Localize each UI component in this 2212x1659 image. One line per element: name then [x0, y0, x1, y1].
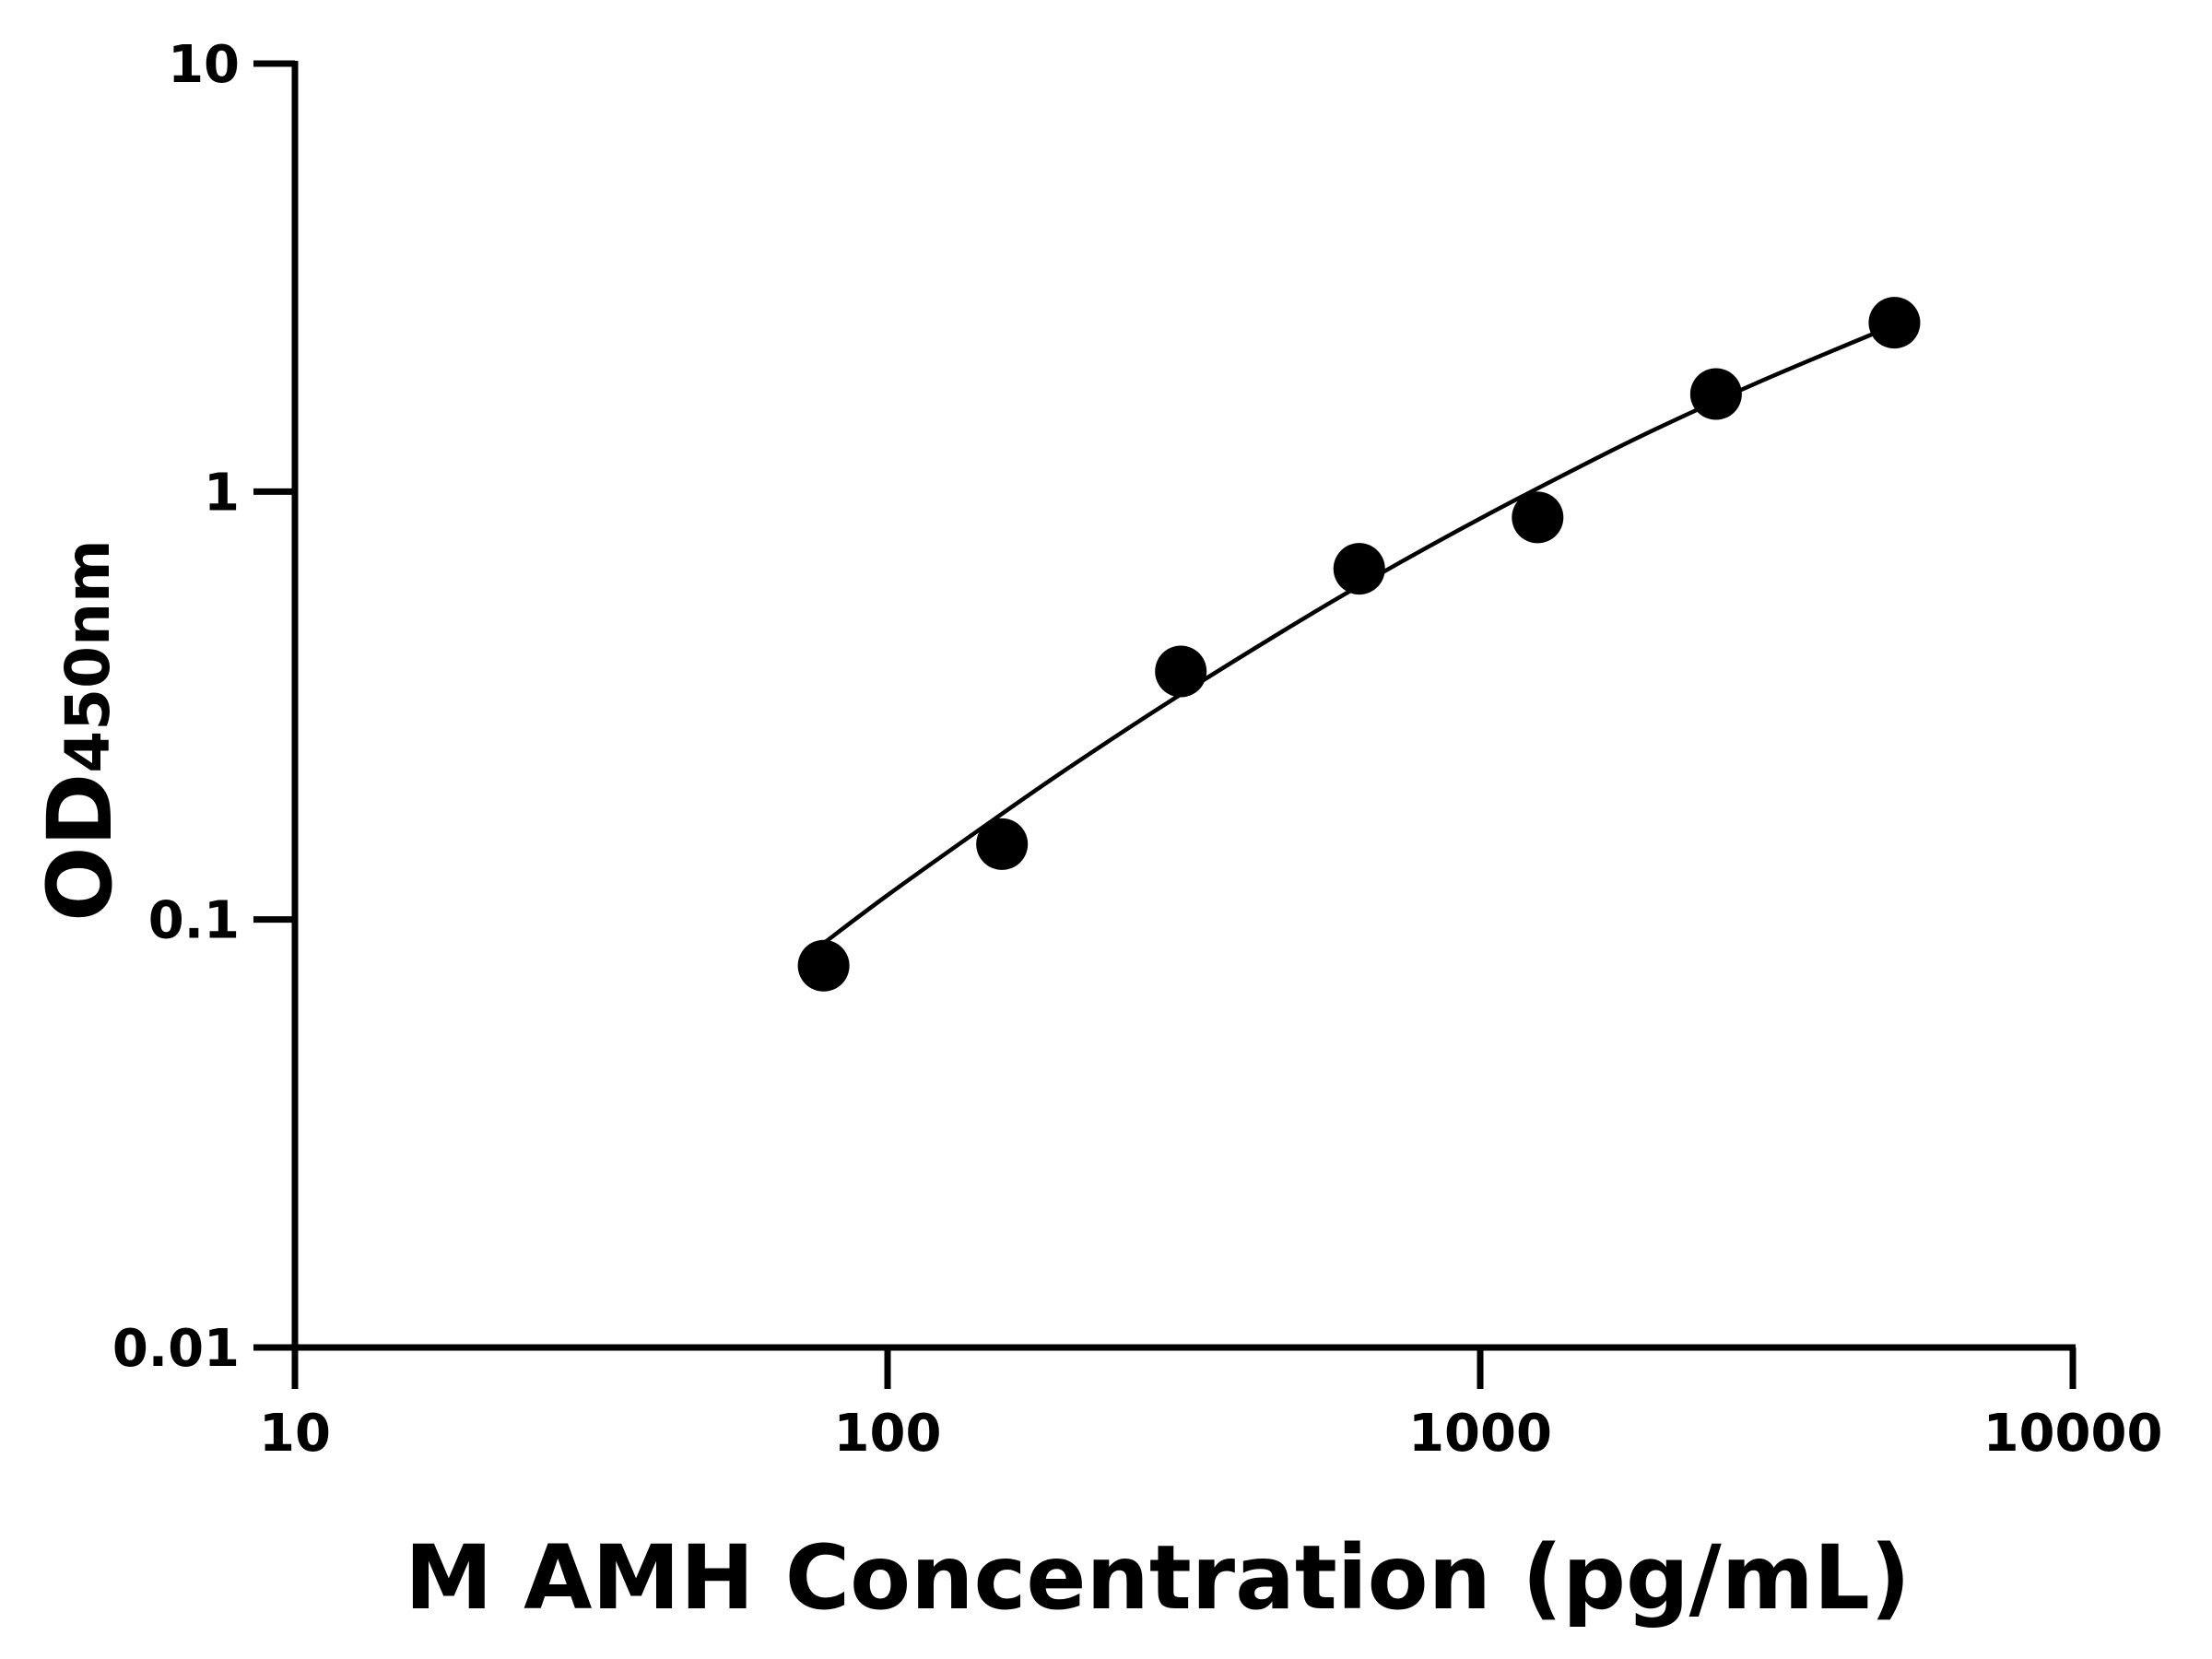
data-point: [1868, 297, 1921, 349]
axes: [253, 60, 2077, 1389]
x-tick-label: 10: [259, 1404, 331, 1464]
x-axis-title: M AMH Concentration (pg/mL): [405, 1526, 1911, 1630]
y-tick-label: 10: [168, 35, 240, 95]
y-axis-title-subscript: 450nm: [53, 539, 124, 773]
y-axis-title: OD450nm: [29, 539, 132, 922]
data-point: [1155, 645, 1207, 698]
data-point: [797, 939, 850, 992]
y-tick-label: 0.01: [112, 1319, 240, 1379]
x-tick-label: 1000: [1408, 1404, 1552, 1464]
data-point: [1333, 543, 1385, 595]
x-tick-label: 100: [834, 1404, 942, 1464]
x-tick-label: 10000: [1983, 1404, 2163, 1464]
data-points: [797, 297, 1921, 992]
data-point: [976, 818, 1029, 870]
data-point: [1512, 491, 1564, 544]
data-point: [1689, 368, 1742, 420]
x-tick-labels: 10 100 1000 10000: [259, 1404, 2162, 1464]
y-tick-labels: 0.01 0.1 1 10: [112, 35, 240, 1379]
y-tick-label: 0.1: [148, 891, 240, 951]
y-axis-title-main: OD: [29, 773, 132, 922]
y-tick-label: 1: [204, 463, 240, 523]
